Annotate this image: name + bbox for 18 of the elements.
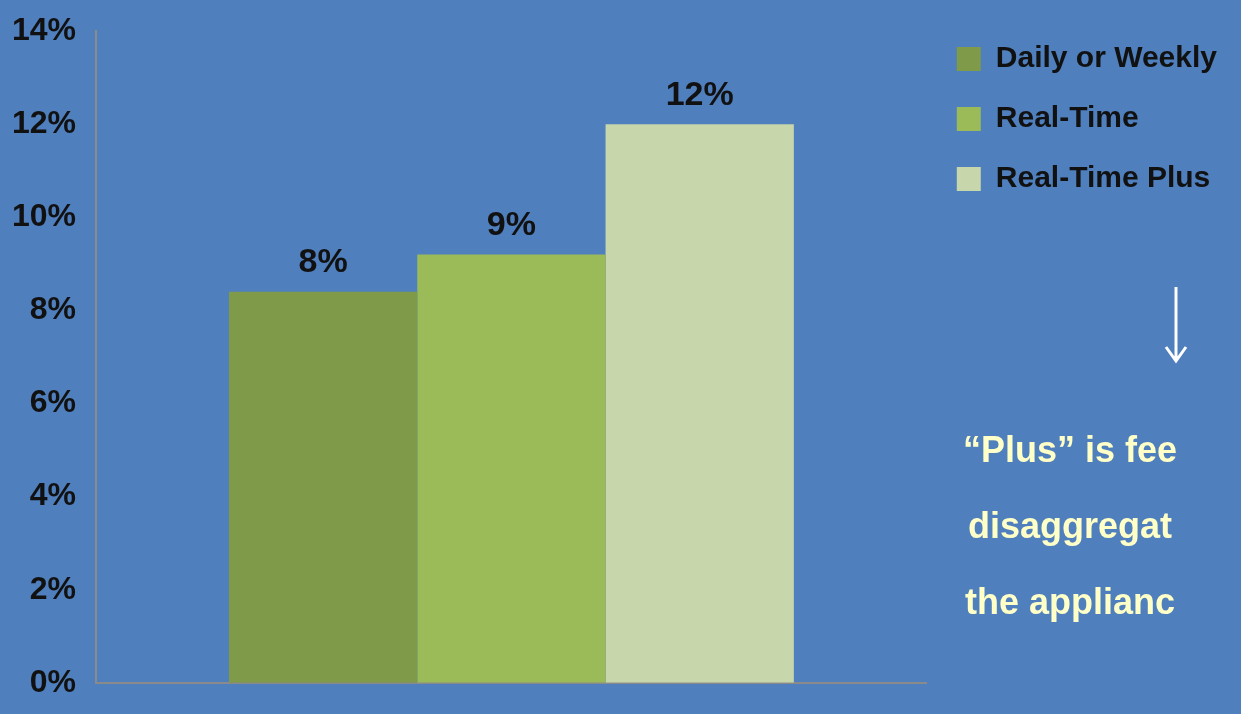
y-tick-label: 10% bbox=[12, 197, 77, 234]
y-tick-label: 4% bbox=[29, 476, 77, 513]
y-tick-label: 6% bbox=[29, 383, 77, 420]
data-label: 9% bbox=[486, 203, 536, 242]
y-tick-label: 12% bbox=[12, 104, 77, 141]
bar bbox=[417, 254, 606, 683]
y-tick-label: 0% bbox=[29, 662, 77, 699]
data-label: 8% bbox=[298, 241, 348, 280]
legend-label: Real-Time Plus bbox=[995, 160, 1211, 194]
y-tick-label: 8% bbox=[29, 290, 77, 327]
y-tick-label: 2% bbox=[29, 569, 77, 606]
data-label: 12% bbox=[665, 73, 734, 112]
legend-label: Real-Time bbox=[995, 100, 1139, 134]
bar bbox=[605, 124, 794, 683]
text: “Plus” is fee disaggregat the applianc bbox=[962, 428, 1178, 622]
legend-label: Daily or Weekly bbox=[995, 40, 1218, 74]
bar bbox=[228, 291, 418, 683]
y-tick-label: 14% bbox=[12, 11, 77, 48]
